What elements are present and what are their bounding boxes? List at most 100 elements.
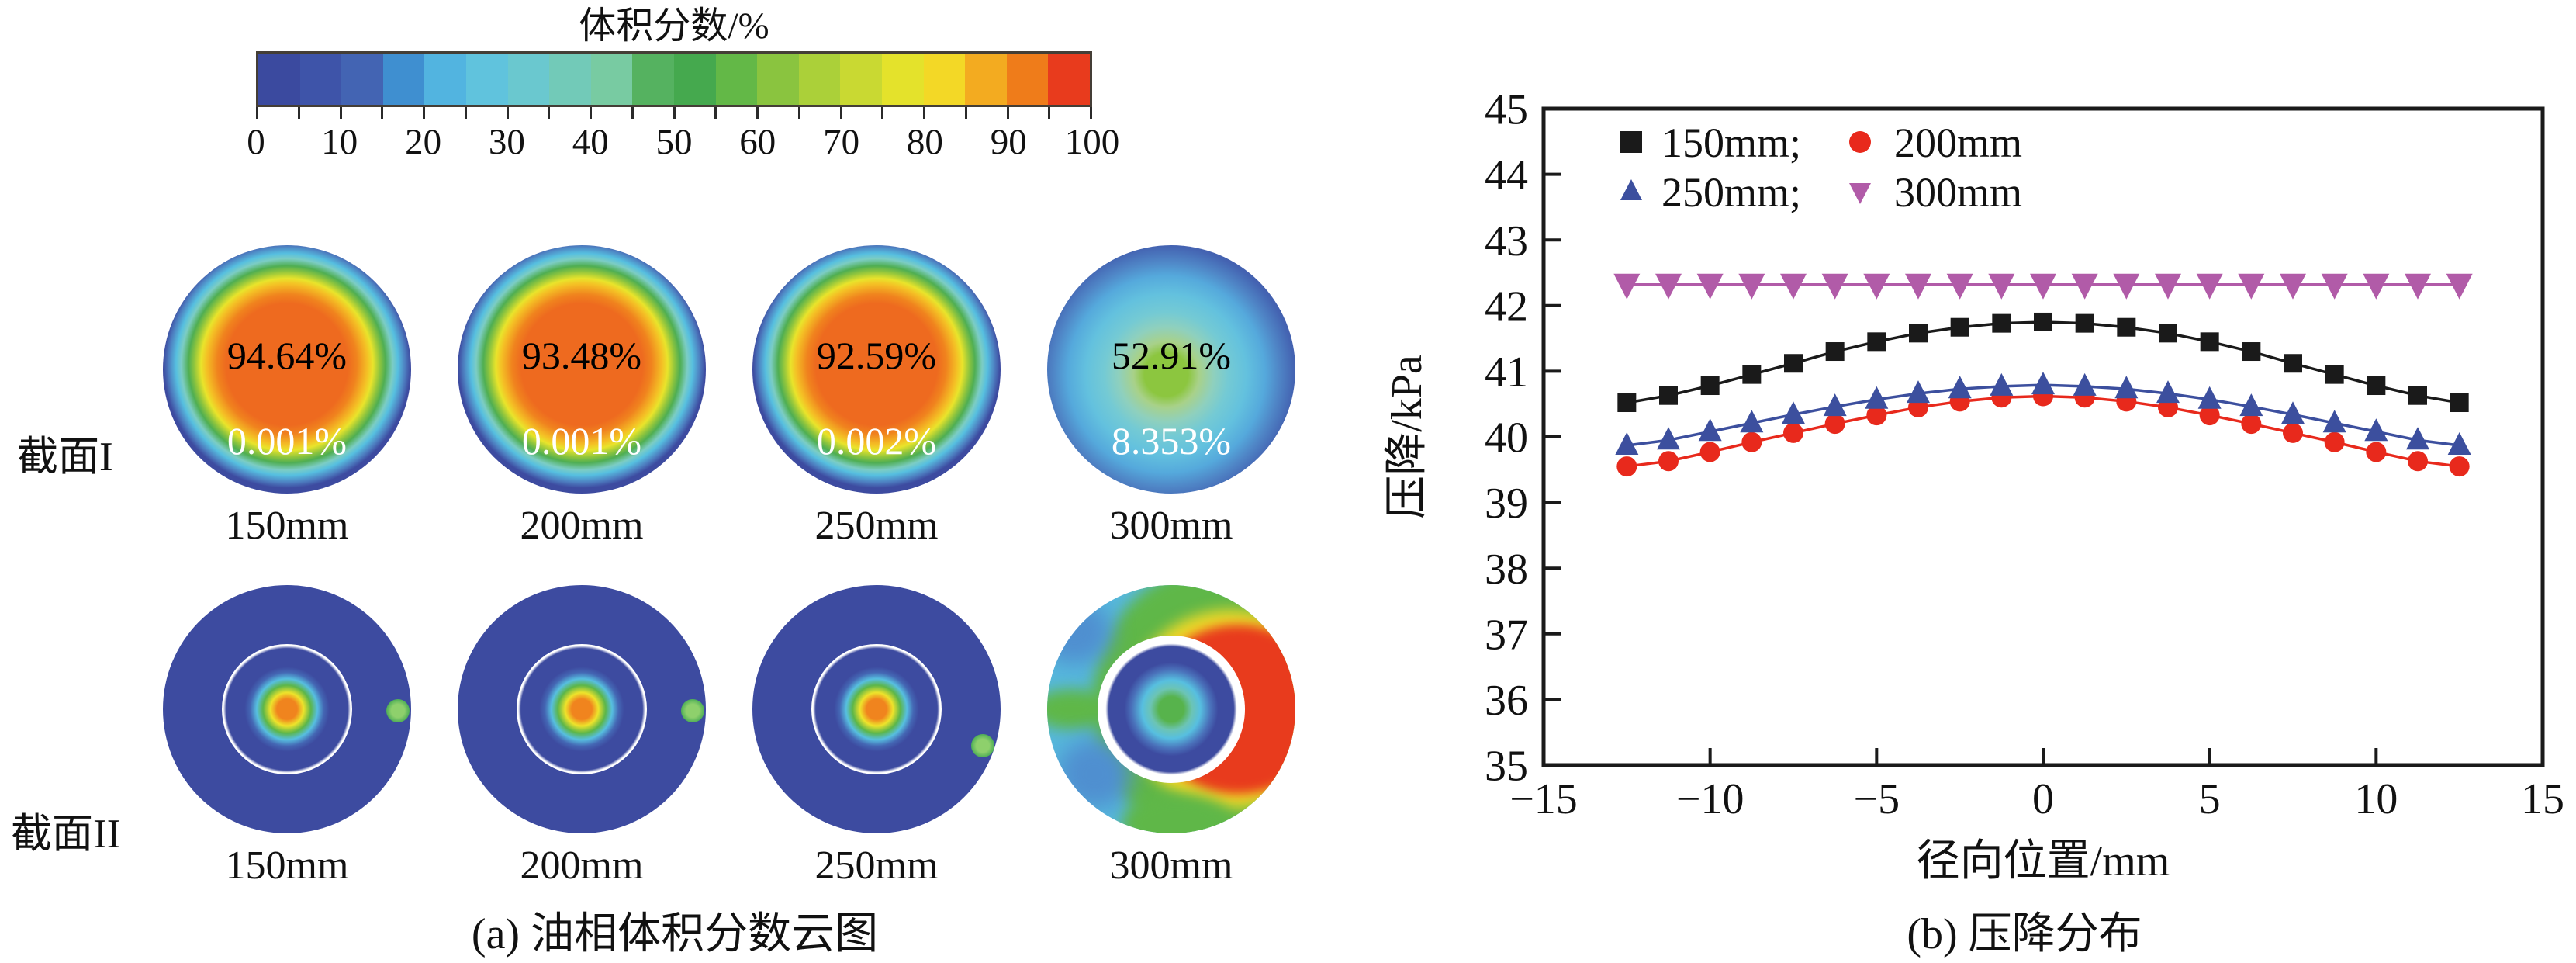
data-point-square	[2242, 342, 2261, 362]
x-tick-label: 0	[2032, 775, 2054, 823]
contour-sec1-250mm: 92.59% 0.002% 250mm	[752, 245, 1001, 549]
colorbar-segment	[757, 54, 799, 105]
data-point-square	[1992, 313, 2011, 333]
contour-sec2-250mm: 250mm	[752, 585, 1001, 889]
data-point-triangle-up	[2281, 401, 2305, 424]
data-point-triangle-up	[1657, 427, 1680, 450]
data-point-square	[2117, 317, 2136, 337]
colorbar-gradient	[256, 51, 1092, 107]
inner-core	[1098, 636, 1245, 783]
colorbar-tick-label: 100	[1064, 122, 1120, 162]
colorbar-tick-label: 40	[572, 122, 609, 162]
data-point-circle	[2283, 422, 2303, 443]
x-tick-label: −15	[1509, 775, 1578, 823]
colorbar-segment	[299, 54, 342, 105]
data-point-square	[2408, 386, 2427, 405]
colorbar-ticks	[256, 107, 1092, 120]
data-point-circle	[1824, 414, 1845, 435]
y-tick-label: 37	[1485, 611, 1528, 659]
data-point-square	[2450, 393, 2469, 413]
data-point-circle	[2199, 405, 2220, 426]
colorbar-segment	[965, 54, 1007, 105]
pressure-drop-chart: 35 36 37 38 39 40 41 42 43 44 45 −15 −10 −5 0 5 10 15 径向位置…	[1383, 86, 2564, 885]
colorbar-tick	[590, 107, 592, 119]
data-point-square	[1659, 386, 1678, 405]
data-point-circle	[2449, 456, 2470, 477]
data-point-square	[1700, 376, 1720, 396]
edge-blip	[386, 699, 410, 723]
data-point-circle	[1866, 405, 1887, 426]
legend-label-300mm: 300mm	[1894, 169, 2022, 216]
contour-sec2-200mm: 200mm	[458, 585, 706, 889]
colorbar-segment	[424, 54, 466, 105]
colorbar-segment	[673, 54, 716, 105]
colorbar-segment	[258, 54, 300, 105]
colorbar-tick	[673, 107, 676, 119]
colorbar-tick	[506, 107, 509, 119]
colorbar-segment	[881, 54, 924, 105]
y-tick-label: 38	[1485, 546, 1528, 594]
data-point-square	[2325, 365, 2344, 384]
data-point-circle	[2408, 451, 2428, 472]
oil-fraction-max: 92.59%	[816, 334, 937, 377]
colorbar-tick	[1006, 107, 1009, 119]
y-tick-label: 44	[1485, 151, 1528, 199]
data-point-triangle-down	[1821, 273, 1848, 300]
colorbar-tick	[756, 107, 759, 119]
data-point-circle	[1699, 442, 1720, 462]
data-point-square	[2200, 332, 2219, 352]
oil-fraction-min: 0.002%	[816, 419, 937, 462]
data-point-square	[1742, 365, 1762, 384]
data-point-triangle-up	[1948, 376, 1972, 399]
colorbar-tick-label: 60	[739, 122, 776, 162]
colorbar-tick	[297, 107, 300, 119]
data-point-square	[2075, 313, 2094, 333]
y-tick-label: 36	[1485, 677, 1528, 725]
data-point-triangle-up	[2114, 376, 2139, 399]
oil-fraction-max: 93.48%	[521, 334, 642, 377]
data-point-square	[1825, 342, 1845, 362]
colorbar-tick-label: 80	[906, 122, 943, 162]
data-point-triangle-up	[1990, 372, 2014, 396]
data-point-triangle-up	[2197, 386, 2222, 409]
data-point-triangle-up	[2322, 410, 2346, 433]
data-point-square	[1867, 332, 1886, 352]
colorbar-segment	[632, 54, 674, 105]
colorbar-segment	[923, 54, 966, 105]
colorbar-tick	[1090, 107, 1092, 119]
data-point-triangle-up	[2073, 372, 2097, 396]
data-point-triangle-down	[2405, 273, 2431, 300]
data-point-circle	[2241, 414, 2262, 435]
colorbar-tick-label: 20	[405, 122, 442, 162]
colorbar-tick	[339, 107, 342, 119]
data-point-circle	[2366, 442, 2387, 462]
colorbar: 体积分数/% 0 10 20 30 40 50 60 70 80 90 100	[247, 2, 1119, 163]
data-point-triangle-down	[1849, 183, 1871, 204]
colorbar-title: 体积分数/%	[579, 5, 769, 47]
y-tick-label: 35	[1485, 743, 1528, 791]
colorbar-tick	[839, 107, 842, 119]
data-point-triangle-down	[2363, 273, 2390, 300]
data-point-triangle-down	[2030, 273, 2056, 300]
diameter-label: 250mm	[814, 843, 939, 888]
data-point-triangle-down	[1780, 273, 1807, 300]
data-point-triangle-down	[1946, 273, 1973, 300]
colorbar-tick-label: 30	[488, 122, 525, 162]
diameter-label: 150mm	[225, 504, 349, 548]
data-point-triangle-up	[2156, 380, 2180, 404]
diameter-label: 200mm	[520, 504, 644, 548]
edge-blip	[971, 734, 994, 757]
oil-fraction-max: 94.64%	[226, 334, 348, 377]
oil-fraction-min: 0.001%	[521, 419, 642, 462]
y-tick-label: 40	[1485, 414, 1528, 462]
oil-fraction-min: 8.353%	[1111, 419, 1232, 462]
data-point-square	[1617, 393, 1637, 413]
data-point-triangle-down	[2196, 273, 2223, 300]
data-point-triangle-up	[1740, 410, 1764, 433]
contour-circle	[458, 585, 706, 833]
colorbar-segment	[465, 54, 508, 105]
colorbar-tick	[1048, 107, 1051, 119]
legend-label-250mm: 250mm;	[1661, 169, 1801, 216]
oil-fraction-min: 0.001%	[226, 419, 348, 462]
data-point-triangle-up	[1620, 179, 1642, 200]
